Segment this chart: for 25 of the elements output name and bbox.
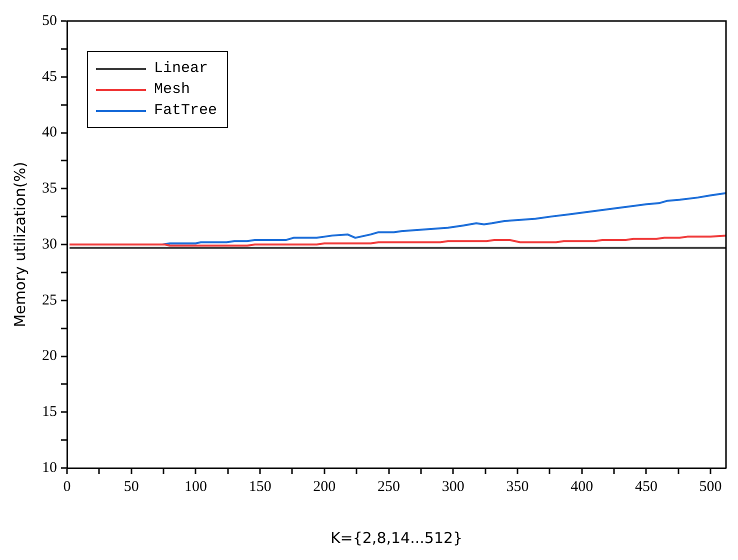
- y-tick-label: 45: [42, 68, 57, 85]
- y-tick-label: 50: [42, 12, 57, 29]
- x-tick-label: 450: [634, 478, 658, 495]
- y-tick-label: 35: [42, 180, 57, 197]
- x-tick-label: 350: [506, 478, 529, 495]
- y-tick-label: 25: [42, 292, 57, 308]
- y-tick-label: 40: [42, 124, 57, 141]
- y-tick-label: 10: [42, 460, 57, 476]
- x-tick-label: 200: [313, 478, 336, 495]
- x-tick-label: 400: [570, 478, 594, 495]
- x-tick-label: 100: [184, 478, 207, 495]
- legend-label: Linear: [154, 60, 208, 77]
- y-tick-label: 20: [42, 348, 57, 364]
- y-tick-label: 15: [42, 404, 57, 420]
- x-tick-label: 500: [699, 478, 722, 495]
- x-tick-label: 150: [248, 478, 272, 495]
- y-tick-label: 30: [42, 236, 57, 252]
- x-tick-label: 50: [124, 478, 139, 495]
- x-tick-label: 0: [63, 478, 71, 495]
- legend-label: FatTree: [154, 102, 218, 119]
- x-tick-label: 250: [378, 478, 400, 495]
- x-tick-label: 300: [442, 478, 464, 495]
- x-axis-title: K={2,8,14...512}: [330, 528, 463, 547]
- y-axis-title: Memory utilization(%): [10, 162, 29, 328]
- legend-label: Mesh: [154, 81, 190, 98]
